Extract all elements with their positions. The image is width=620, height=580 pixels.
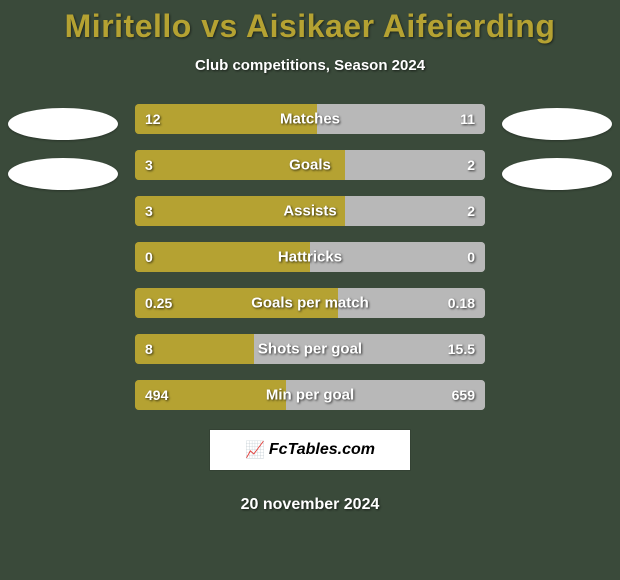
player2-bar-fill <box>317 104 485 134</box>
stat-bars: 1211Matches 32Goals 32Assists 00Hattricks 0.… <box>135 104 485 410</box>
player2-bar-fill <box>338 288 485 318</box>
stats-area: 1211Matches 32Goals 32Assists 00Hattricks 0.… <box>0 104 620 410</box>
player2-avatar-column <box>502 108 612 208</box>
stat-row: 0.250.18Goals per match <box>135 288 485 318</box>
player1-bar-fill <box>135 104 317 134</box>
player2-avatar-placeholder <box>502 108 612 140</box>
stat-row: 494659Min per goal <box>135 380 485 410</box>
player1-bar-fill <box>135 380 286 410</box>
comparison-infographic: Miritello vs Aisikaer Aifeierding Club c… <box>0 0 620 580</box>
subtitle: Club competitions, Season 2024 <box>0 57 620 74</box>
stat-row: 815.5Shots per goal <box>135 334 485 364</box>
player2-bar-fill <box>345 196 485 226</box>
stat-row: 00Hattricks <box>135 242 485 272</box>
player1-bar-fill <box>135 150 345 180</box>
stat-row: 32Goals <box>135 150 485 180</box>
brand-text: FcTables.com <box>269 441 375 459</box>
date-label: 20 november 2024 <box>0 496 620 514</box>
stat-row: 32Assists <box>135 196 485 226</box>
player1-bar-fill <box>135 196 345 226</box>
player2-bar-fill <box>286 380 486 410</box>
player2-bar-fill <box>254 334 485 364</box>
player2-bar-fill <box>310 242 485 272</box>
player1-bar-fill <box>135 288 338 318</box>
player1-bar-fill <box>135 334 254 364</box>
player1-avatar-placeholder <box>8 108 118 140</box>
chart-icon: 📈 <box>245 440 265 460</box>
player2-avatar-placeholder <box>502 158 612 190</box>
page-title: Miritello vs Aisikaer Aifeierding <box>0 8 620 45</box>
stat-row: 1211Matches <box>135 104 485 134</box>
player2-bar-fill <box>345 150 485 180</box>
player1-avatar-placeholder <box>8 158 118 190</box>
brand-badge: 📈 FcTables.com <box>210 430 410 470</box>
player1-bar-fill <box>135 242 310 272</box>
player1-avatar-column <box>8 108 118 208</box>
